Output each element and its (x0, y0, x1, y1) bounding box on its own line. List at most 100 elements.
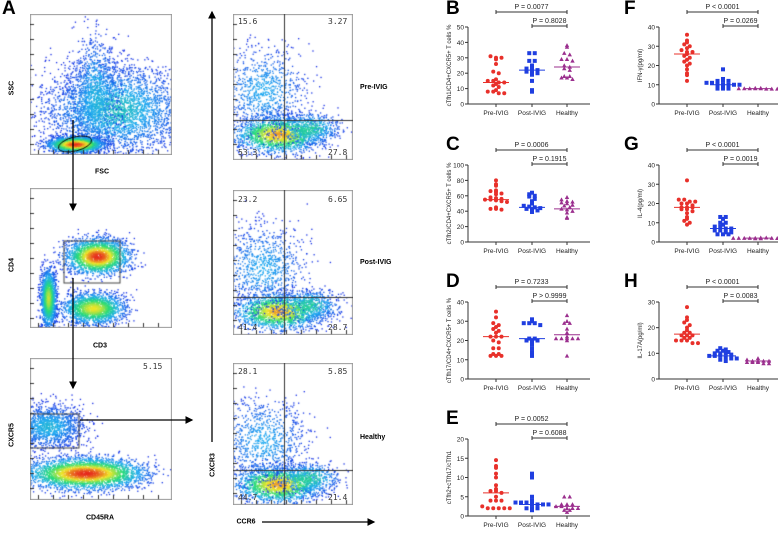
data-point-post-ivig (721, 232, 725, 237)
data-point-post-ivig (530, 350, 534, 355)
data-point-pre-ivig (494, 206, 498, 211)
data-point-healthy (564, 195, 570, 200)
data-point-healthy (564, 326, 570, 331)
data-point-post-ivig (723, 359, 728, 364)
data-point-pre-ivig (690, 341, 695, 346)
panel-letter-h: H (624, 271, 638, 292)
y-tick-label: 20 (457, 437, 465, 444)
y-tick-label: 10 (457, 475, 465, 482)
x-tick-label: Healthy (556, 248, 579, 255)
data-point-healthy (564, 44, 570, 49)
quadrant-ur: 3.27 (328, 17, 348, 26)
chart-B: 0 10 20 30 40 50 Pre-IVIG Post-IVIG Healthy cTfh1… (447, 4, 590, 117)
data-point-healthy (758, 85, 763, 90)
data-point-pre-ivig (499, 191, 504, 196)
data-point-pre-ivig (496, 340, 501, 345)
data-point-healthy (766, 361, 772, 366)
y-tick-label: 20 (457, 224, 465, 231)
data-point-post-ivig (546, 502, 551, 507)
data-point-post-ivig (530, 209, 534, 214)
data-point-post-ivig (530, 498, 534, 503)
data-point-post-ivig (737, 82, 742, 87)
data-point-post-ivig (535, 338, 540, 343)
data-point-post-ivig (718, 351, 723, 356)
y-axis-label: cTfh1/CD4+CXCR5+ T cells % (447, 24, 453, 106)
y-tick-label: 40 (648, 25, 656, 32)
data-point-post-ivig (723, 220, 728, 225)
x-tick-label: Healthy (747, 385, 770, 392)
x-tick-label: Healthy (747, 110, 770, 117)
data-point-post-ivig (530, 199, 534, 204)
x-tick-label: Pre-IVIG (483, 110, 508, 117)
y-axis-label: IFN-γ(pg/ml) (638, 49, 644, 82)
data-point-pre-ivig (496, 91, 501, 96)
data-point-post-ivig (721, 78, 725, 83)
data-point-post-ivig (530, 201, 534, 206)
data-point-pre-ivig (488, 498, 493, 503)
p-value-label: P = 0.0052 (515, 416, 549, 423)
data-point-post-ivig (532, 58, 537, 63)
x-tick-label: Healthy (556, 522, 579, 529)
data-point-post-ivig (726, 86, 731, 91)
y-tick-label: 5 (460, 494, 464, 501)
data-point-pre-ivig (687, 323, 692, 328)
quadrant-ll: 41.4 (238, 323, 258, 332)
data-point-post-ivig (734, 356, 739, 361)
data-point-post-ivig (530, 78, 534, 83)
chart-E: 0 5 10 15 20 Pre-IVIG Post-IVIG Healthy cTfh2+cT… (447, 416, 590, 529)
y-tick-label: 15 (457, 456, 465, 463)
data-point-healthy (742, 86, 747, 91)
data-point-healthy (567, 494, 572, 499)
data-point-post-ivig (715, 232, 720, 237)
y-tick-label: 10 (457, 357, 465, 364)
data-point-healthy (744, 357, 750, 362)
data-point-healthy (742, 235, 747, 240)
data-point-pre-ivig (494, 192, 498, 197)
data-point-post-ivig (718, 224, 723, 229)
data-point-pre-ivig (685, 63, 689, 68)
flow-plot-cxcr5-cd45ra (30, 358, 172, 500)
x-tick-label: Pre-IVIG (483, 248, 508, 255)
quadrant-ll: 44.7 (238, 493, 258, 502)
data-point-healthy (564, 353, 570, 358)
data-point-post-ivig (704, 80, 709, 85)
data-point-healthy (564, 210, 570, 215)
data-point-pre-ivig (491, 69, 496, 74)
data-point-healthy (570, 58, 575, 63)
data-point-pre-ivig (685, 46, 689, 51)
y-tick-label: 40 (457, 209, 465, 216)
condition-label-pre: Pre-IVIG (360, 84, 388, 91)
chart-D: 0 10 20 30 40 Pre-IVIG Post-IVIG Healthy cTfh17/… (447, 279, 590, 392)
data-point-pre-ivig (494, 471, 498, 476)
data-point-post-ivig (527, 192, 532, 197)
data-point-post-ivig (521, 321, 526, 326)
data-point-post-ivig (718, 214, 723, 219)
quadrant-plot-pre-ivig (233, 14, 353, 160)
data-point-pre-ivig (685, 222, 689, 227)
data-point-post-ivig (524, 500, 529, 505)
data-point-pre-ivig (496, 346, 501, 351)
data-point-healthy (736, 235, 741, 240)
data-point-post-ivig (718, 346, 723, 351)
data-point-post-ivig (530, 346, 534, 351)
data-point-healthy (564, 338, 570, 343)
p-value-label: P = 0.0077 (515, 4, 549, 11)
y-tick-label: 40 (457, 300, 465, 307)
data-point-pre-ivig (494, 488, 498, 493)
data-point-pre-ivig (494, 465, 498, 470)
data-point-healthy (562, 73, 567, 78)
data-point-pre-ivig (502, 91, 507, 96)
flow-plot-cd4-cd3 (30, 188, 172, 328)
quadrant-ur: 5.85 (328, 367, 348, 376)
y-tick-label: 0 (460, 377, 464, 384)
x-tick-label: Pre-IVIG (483, 522, 508, 529)
quadrant-ur: 6.65 (328, 195, 348, 204)
y-tick-label: 30 (648, 182, 656, 189)
data-point-post-ivig (530, 89, 534, 94)
data-point-healthy (564, 330, 570, 335)
data-point-healthy (553, 336, 559, 341)
data-point-post-ivig (519, 500, 523, 505)
quadrant-lr: 21.4 (328, 493, 348, 502)
data-point-post-ivig (721, 348, 725, 353)
x-tick-label: Pre-IVIG (674, 248, 699, 255)
